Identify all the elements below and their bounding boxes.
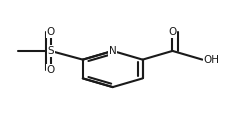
Text: OH: OH	[203, 55, 219, 65]
Text: O: O	[46, 27, 55, 37]
Text: N: N	[108, 46, 116, 56]
Text: S: S	[47, 46, 54, 56]
Text: O: O	[168, 27, 176, 37]
Text: O: O	[46, 65, 55, 75]
